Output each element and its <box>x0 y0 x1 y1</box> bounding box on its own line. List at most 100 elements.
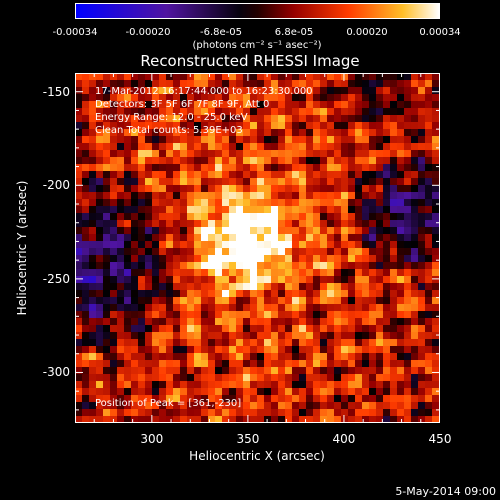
image-pixel <box>152 283 160 291</box>
image-pixel <box>264 157 272 165</box>
image-pixel <box>320 388 328 396</box>
image-pixel <box>103 325 111 333</box>
image-pixel <box>159 283 167 291</box>
image-pixel <box>285 122 293 130</box>
image-pixel <box>299 157 307 165</box>
image-pixel <box>243 367 251 375</box>
image-pixel <box>180 374 188 382</box>
image-pixel <box>313 220 321 228</box>
image-pixel <box>264 255 272 263</box>
image-pixel <box>383 304 391 312</box>
image-pixel <box>376 276 384 284</box>
image-pixel <box>432 402 440 410</box>
image-pixel <box>411 353 419 361</box>
image-pixel <box>145 80 153 88</box>
image-pixel <box>376 346 384 354</box>
image-pixel <box>313 192 321 200</box>
image-pixel <box>166 129 174 137</box>
image-pixel <box>327 395 335 403</box>
image-pixel <box>362 269 370 277</box>
image-pixel <box>355 115 363 123</box>
image-pixel <box>348 108 356 116</box>
image-pixel <box>376 150 384 158</box>
image-pixel <box>341 402 349 410</box>
image-pixel <box>82 255 90 263</box>
image-pixel <box>341 108 349 116</box>
image-pixel <box>166 192 174 200</box>
image-pixel <box>313 297 321 305</box>
image-pixel <box>173 164 181 172</box>
image-pixel <box>173 311 181 319</box>
image-pixel <box>138 171 146 179</box>
image-pixel <box>369 409 377 417</box>
image-pixel <box>222 164 230 172</box>
image-pixel <box>131 311 139 319</box>
image-pixel <box>411 304 419 312</box>
image-pixel <box>215 73 223 81</box>
image-pixel <box>383 360 391 368</box>
image-pixel <box>194 192 202 200</box>
image-pixel <box>397 157 405 165</box>
image-pixel <box>103 192 111 200</box>
image-pixel <box>180 276 188 284</box>
image-pixel <box>257 269 265 277</box>
image-pixel <box>390 416 398 423</box>
image-pixel <box>418 220 426 228</box>
image-pixel <box>425 94 433 102</box>
image-pixel <box>152 353 160 361</box>
image-pixel <box>369 339 377 347</box>
image-pixel <box>173 339 181 347</box>
image-pixel <box>320 297 328 305</box>
image-pixel <box>243 318 251 326</box>
image-pixel <box>229 178 237 186</box>
image-pixel <box>89 80 97 88</box>
image-pixel <box>425 206 433 214</box>
image-pixel <box>425 178 433 186</box>
image-pixel <box>425 409 433 417</box>
image-pixel <box>390 199 398 207</box>
image-pixel <box>411 325 419 333</box>
image-pixel <box>152 339 160 347</box>
image-pixel <box>96 136 104 144</box>
image-pixel <box>110 276 118 284</box>
image-pixel <box>432 108 440 116</box>
image-pixel <box>208 402 216 410</box>
image-pixel <box>201 192 209 200</box>
image-pixel <box>397 115 405 123</box>
colorbar-unit: (photons cm⁻² s⁻¹ asec⁻²) <box>192 40 322 51</box>
image-pixel <box>271 234 279 242</box>
image-pixel <box>355 178 363 186</box>
image-pixel <box>187 374 195 382</box>
image-pixel <box>334 185 342 193</box>
image-pixel <box>369 332 377 340</box>
image-pixel <box>425 311 433 319</box>
image-pixel <box>236 206 244 214</box>
image-pixel <box>285 164 293 172</box>
image-pixel <box>89 108 97 116</box>
image-pixel <box>75 241 83 249</box>
image-pixel <box>320 185 328 193</box>
image-pixel <box>110 248 118 256</box>
image-pixel <box>271 171 279 179</box>
image-pixel <box>425 185 433 193</box>
image-pixel <box>285 129 293 137</box>
image-pixel <box>257 80 265 88</box>
image-pixel <box>418 283 426 291</box>
image-pixel <box>131 416 139 423</box>
image-pixel <box>383 283 391 291</box>
image-pixel <box>390 283 398 291</box>
image-pixel <box>236 178 244 186</box>
image-pixel <box>313 353 321 361</box>
image-pixel <box>327 143 335 151</box>
image-pixel <box>96 416 104 423</box>
image-pixel <box>250 325 258 333</box>
image-pixel <box>397 108 405 116</box>
image-pixel <box>334 409 342 417</box>
image-pixel <box>299 416 307 423</box>
image-pixel <box>376 381 384 389</box>
image-pixel <box>313 171 321 179</box>
image-pixel <box>397 192 405 200</box>
image-pixel <box>425 395 433 403</box>
image-pixel <box>362 80 370 88</box>
image-pixel <box>369 171 377 179</box>
